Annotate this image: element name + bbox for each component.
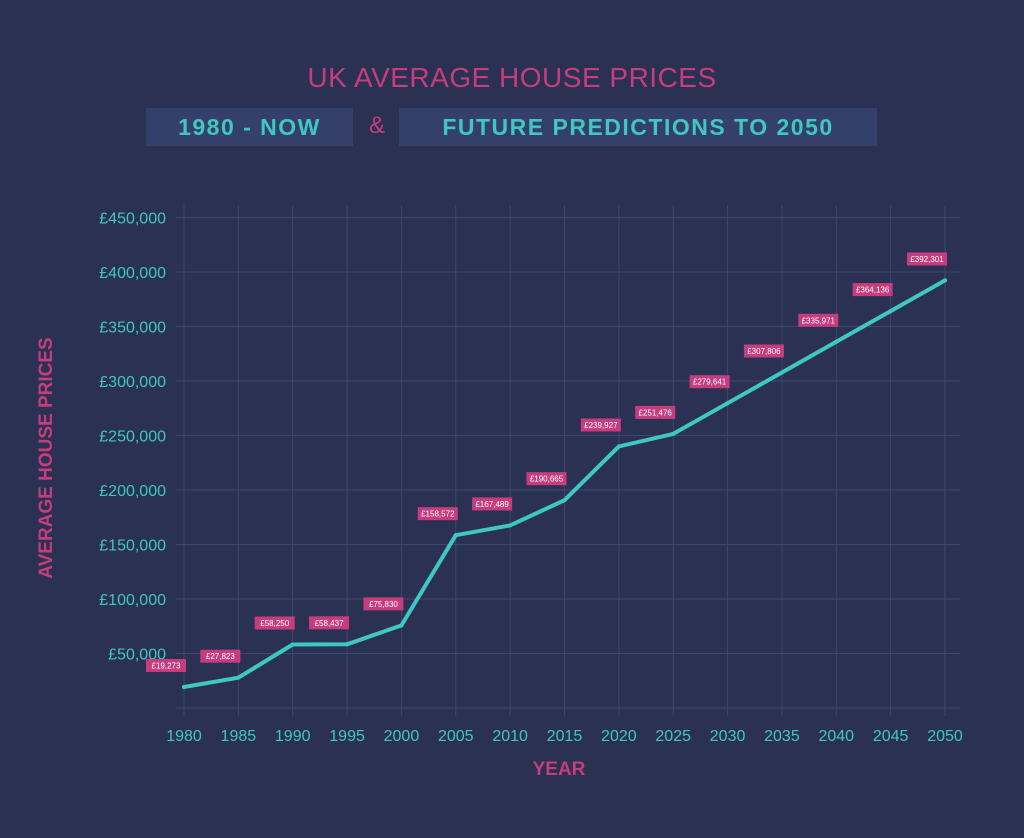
data-label: £19,273 — [152, 661, 181, 670]
data-point — [779, 370, 784, 375]
data-point — [671, 431, 676, 436]
data-point — [508, 523, 513, 528]
data-label: £167,489 — [475, 500, 509, 509]
y-tick-label: £400,000 — [99, 265, 166, 282]
data-point — [888, 309, 893, 314]
data-label: £239,927 — [584, 421, 618, 430]
data-label-box — [798, 313, 839, 327]
y-axis-title: AVERAGE HOUSE PRICES — [36, 337, 57, 579]
x-tick-label: 2000 — [384, 728, 420, 745]
data-label-box — [526, 472, 567, 486]
x-tick-label: 2040 — [818, 728, 854, 745]
x-tick-label: 1995 — [329, 728, 365, 745]
x-tick-label: 1980 — [166, 728, 202, 745]
data-label-box — [200, 649, 241, 663]
x-axis-title: YEAR — [532, 759, 586, 780]
x-tick-label: 2005 — [438, 728, 474, 745]
data-point — [290, 642, 295, 647]
data-label: £27,823 — [206, 652, 235, 661]
data-label: £279,641 — [693, 378, 727, 387]
data-label: £158,572 — [421, 510, 455, 519]
data-label-box — [580, 418, 621, 432]
data-point — [236, 675, 241, 680]
y-tick-label: £200,000 — [99, 483, 166, 500]
data-label-box — [852, 283, 893, 297]
x-tick-label: 2010 — [492, 728, 528, 745]
x-tick-label: 2045 — [873, 728, 909, 745]
data-label-box — [417, 507, 458, 521]
y-tick-label: £250,000 — [99, 429, 166, 446]
x-tick-label: 2025 — [655, 728, 691, 745]
x-tick-label: 2020 — [601, 728, 637, 745]
data-label-box — [635, 405, 676, 419]
data-point — [182, 684, 186, 689]
data-label: £392,301 — [910, 255, 944, 264]
data-label-box — [254, 616, 295, 630]
data-label-box — [146, 658, 186, 672]
data-label-box — [472, 497, 513, 511]
data-label: £190,665 — [530, 475, 564, 484]
data-label-box — [907, 252, 947, 266]
subtitle-ampersand: & — [368, 112, 385, 139]
x-tick-label: 2035 — [764, 728, 800, 745]
data-label-box — [309, 616, 350, 630]
subtitle-predictions-box: FUTURE PREDICTIONS TO 2050 — [399, 108, 877, 146]
data-label: £307,806 — [747, 347, 781, 356]
data-point — [834, 339, 839, 344]
data-point — [399, 623, 404, 628]
chart-title: UK AVERAGE HOUSE PRICES — [307, 62, 717, 93]
data-label: £251,476 — [639, 408, 673, 417]
data-label-box — [743, 344, 784, 358]
data-point — [943, 278, 947, 283]
data-label: £335,971 — [802, 316, 836, 325]
data-label-box — [363, 597, 404, 611]
x-tick-label: 1990 — [275, 728, 311, 745]
y-tick-label: £350,000 — [99, 320, 166, 337]
data-point — [616, 444, 621, 449]
data-label-box — [689, 375, 730, 389]
data-label: £58,437 — [315, 619, 344, 628]
x-tick-label: 2030 — [710, 728, 746, 745]
data-point — [345, 642, 350, 647]
data-label: £75,830 — [369, 600, 398, 609]
x-tick-label: 2015 — [547, 728, 583, 745]
data-point — [725, 401, 730, 406]
y-tick-label: £150,000 — [99, 538, 166, 555]
x-tick-label: 1985 — [221, 728, 257, 745]
data-point — [453, 533, 458, 538]
data-label: £58,250 — [260, 619, 289, 628]
x-tick-label: 2050 — [927, 728, 963, 745]
data-label: £364,136 — [856, 286, 890, 295]
data-point — [562, 498, 567, 503]
y-tick-label: £100,000 — [99, 592, 166, 609]
y-tick-label: £450,000 — [99, 211, 166, 228]
subtitle-period-box: 1980 - NOW — [146, 108, 353, 146]
y-tick-label: £300,000 — [99, 374, 166, 391]
